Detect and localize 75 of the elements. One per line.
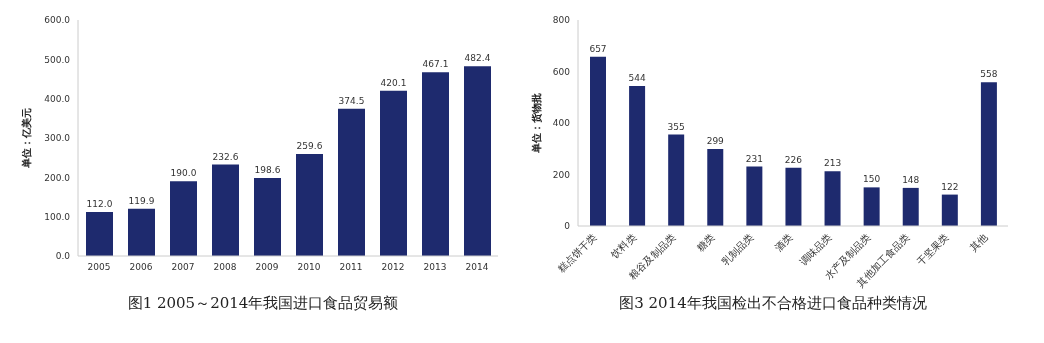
data-label: 467.1 xyxy=(422,59,449,70)
y-axis-title: 单位：亿美元 xyxy=(20,108,32,169)
data-label: 374.5 xyxy=(338,95,365,106)
y-tick-label: 600 xyxy=(552,66,571,77)
bar xyxy=(824,171,841,226)
x-tick-label: 2013 xyxy=(423,262,447,273)
data-label: 213 xyxy=(823,158,842,169)
x-tick-label: 干坚果类 xyxy=(914,231,951,268)
bar xyxy=(380,90,407,256)
bar xyxy=(902,187,919,226)
data-label: 544 xyxy=(628,72,646,83)
bar xyxy=(422,72,449,256)
x-tick-label: 其他 xyxy=(967,231,990,254)
y-tick-label: 400.0 xyxy=(44,93,71,104)
data-label: 122 xyxy=(941,181,959,192)
bar xyxy=(464,66,491,256)
bar xyxy=(629,85,646,226)
data-label: 150 xyxy=(863,174,881,185)
y-tick-label: 300.0 xyxy=(44,133,71,144)
data-label: 420.1 xyxy=(380,77,407,88)
data-label: 226 xyxy=(784,154,803,165)
data-label: 119.9 xyxy=(128,195,155,206)
bar xyxy=(338,108,365,256)
bar xyxy=(170,181,197,256)
data-label: 259.6 xyxy=(296,140,323,151)
data-label: 231 xyxy=(745,153,763,164)
y-tick-label: 0.0 xyxy=(55,251,71,262)
data-label: 299 xyxy=(706,136,725,147)
x-tick-label: 饮料类 xyxy=(608,231,639,262)
data-label: 558 xyxy=(980,69,998,80)
data-label: 232.6 xyxy=(212,151,239,162)
data-label: 657 xyxy=(589,43,607,54)
x-tick-label: 2008 xyxy=(213,262,237,273)
data-label: 482.4 xyxy=(464,53,491,64)
bar xyxy=(746,166,763,226)
data-label: 355 xyxy=(667,121,685,132)
y-tick-label: 800 xyxy=(552,15,571,26)
bar xyxy=(668,134,685,226)
bar xyxy=(296,153,323,256)
bar xyxy=(707,149,724,226)
y-tick-label: 500.0 xyxy=(44,54,71,65)
y-tick-label: 400 xyxy=(552,118,571,129)
data-label: 148 xyxy=(902,174,920,185)
y-tick-label: 0 xyxy=(564,221,571,232)
bar xyxy=(254,177,281,256)
bar xyxy=(785,167,802,226)
bar xyxy=(590,56,606,226)
x-tick-label: 2014 xyxy=(465,262,489,273)
y-tick-label: 200.0 xyxy=(44,172,71,183)
y-tick-label: 100.0 xyxy=(44,211,71,222)
data-label: 112.0 xyxy=(86,198,113,209)
bar xyxy=(128,208,155,256)
x-tick-label: 2009 xyxy=(255,262,279,273)
x-tick-label: 2011 xyxy=(339,262,363,273)
bar xyxy=(863,187,880,226)
x-tick-label: 2012 xyxy=(381,262,405,273)
bar xyxy=(212,164,239,256)
text: 图3 2014年我国检出不合格进口食品种类情况 xyxy=(618,294,928,313)
data-label: 190.0 xyxy=(170,168,197,179)
x-tick-label: 2005 xyxy=(87,262,111,273)
x-tick-label: 2006 xyxy=(129,262,153,273)
y-axis-title: 单位：货物批 xyxy=(530,93,542,154)
bar xyxy=(980,82,997,226)
x-tick-label: 糖类 xyxy=(694,231,717,254)
y-tick-label: 200 xyxy=(552,169,571,180)
x-tick-label: 酒类 xyxy=(772,231,795,254)
x-tick-label: 乳制品类 xyxy=(719,231,756,268)
y-tick-label: 600.0 xyxy=(44,15,71,26)
x-tick-label: 2007 xyxy=(171,262,195,273)
x-tick-label: 2010 xyxy=(297,262,321,273)
bar xyxy=(86,211,113,256)
data-label: 198.6 xyxy=(254,164,281,175)
x-tick-label: 糕点饼干类 xyxy=(555,231,599,275)
text: 图1 2005～2014年我国进口食品贸易额 xyxy=(126,294,400,313)
bar xyxy=(941,194,958,226)
